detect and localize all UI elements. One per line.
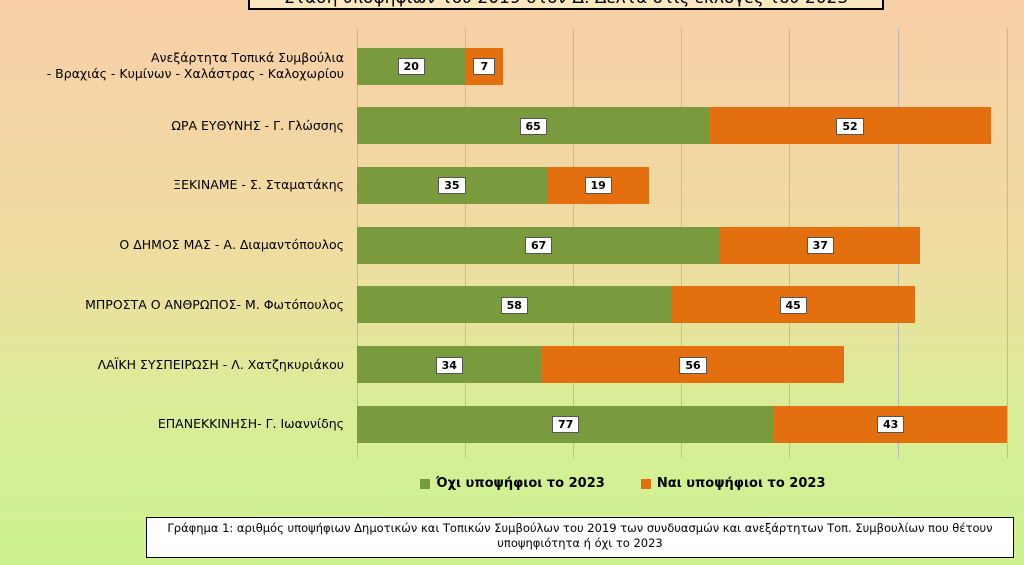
chart-title: Στάση υποψηφίων του 2019 στον Δ. Δέλτα σ… xyxy=(248,0,884,10)
data-label-no: 35 xyxy=(438,177,466,195)
legend: Όχι υποψήφιοι το 2023 Ναι υποψήφιοι το 2… xyxy=(420,476,826,491)
category-label: ΞΕΚΙΝΑΜΕ - Σ. Σταματάκης xyxy=(0,177,344,193)
category-label-line: ΜΠΡΟΣΤΑ Ο ΑΝΘΡΩΠΟΣ- Μ. Φωτόπουλος xyxy=(85,296,344,312)
data-label-no: 67 xyxy=(524,237,553,255)
category-label-line: Ανεξάρτητα Τοπικά Συμβούλια xyxy=(150,50,344,65)
data-label-no: 77 xyxy=(552,416,580,434)
legend-swatch-yes xyxy=(640,478,651,489)
data-label-yes: 52 xyxy=(836,117,864,135)
category-label-line: ΩΡΑ ΕΥΘΥΝΗΣ - Γ. Γλώσσης xyxy=(171,117,344,133)
category-label: ΜΠΡΟΣΤΑ Ο ΑΝΘΡΩΠΟΣ- Μ. Φωτόπουλος xyxy=(0,297,344,313)
figure-caption: Γράφημα 1: αριθμός υποψήφιων Δημοτικών κ… xyxy=(146,517,1014,558)
category-label-line: ΕΠΑΝΕΚΚΙΝΗΣΗ- Γ. Ιωαννίδης xyxy=(157,416,344,432)
data-label-no: 20 xyxy=(397,58,425,75)
legend-swatch-no xyxy=(420,478,430,489)
legend-label-yes: Ναι υποψήφιοι το 2023 xyxy=(656,476,826,491)
data-label-yes: 7 xyxy=(473,58,496,75)
category-label: ΛΑΪΚΗ ΣΥΣΠΕΙΡΩΣΗ - Λ. Χατζηκυριάκου xyxy=(0,357,344,373)
category-label-line: Ο ΔΗΜΟΣ ΜΑΣ - Α. Διαμαντόπουλος xyxy=(119,237,344,253)
data-label-no: 34 xyxy=(435,356,463,374)
category-label: ΩΡΑ ΕΥΘΥΝΗΣ - Γ. Γλώσσης xyxy=(0,118,344,134)
data-label-yes: 37 xyxy=(806,237,834,255)
category-label-line: - Βραχιάς - Κυμίνων - Χαλάστρας - Καλοχω… xyxy=(46,66,344,81)
data-label-yes: 56 xyxy=(679,356,707,374)
data-label-yes: 45 xyxy=(779,296,807,314)
category-label-line: ΞΕΚΙΝΑΜΕ - Σ. Σταματάκης xyxy=(173,177,344,193)
data-label-yes: 19 xyxy=(584,177,612,195)
category-label-line: ΛΑΪΚΗ ΣΥΣΠΕΙΡΩΣΗ - Λ. Χατζηκυριάκου xyxy=(97,356,344,372)
legend-label-no: Όχι υποψήφιοι το 2023 xyxy=(436,476,605,491)
category-label: Ανεξάρτητα Τοπικά Συμβούλια - Βραχιάς - Κ… xyxy=(0,50,344,82)
legend-item-yes: Ναι υποψήφιοι το 2023 xyxy=(640,476,826,491)
gridline xyxy=(1007,28,1008,458)
data-label-no: 58 xyxy=(500,296,528,314)
category-label: Ο ΔΗΜΟΣ ΜΑΣ - Α. Διαμαντόπουλος xyxy=(0,237,344,253)
data-label-no: 65 xyxy=(519,117,547,135)
data-label-yes: 43 xyxy=(877,416,905,434)
category-label: ΕΠΑΝΕΚΚΙΝΗΣΗ- Γ. Ιωαννίδης xyxy=(0,416,344,432)
legend-item-no: Όχι υποψήφιοι το 2023 xyxy=(420,476,605,491)
